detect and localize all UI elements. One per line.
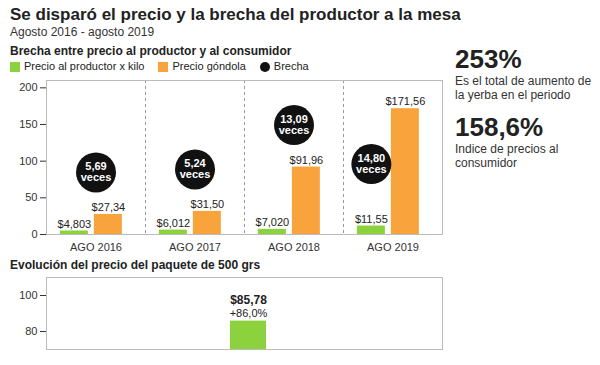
svg-text:$27,34: $27,34 [92,201,126,213]
html-text:Precio al productor x kilo: Precio al productor x kilo [24,60,145,72]
svg-text:5,69veces: 5,69veces [81,160,112,183]
svg-text:200: 200 [19,81,37,93]
svg-text:$11,55: $11,55 [355,213,388,225]
html-text:Indice de precios al consumido: Indice de precios al consumidor [455,142,559,170]
html-text:Evolución del precio del paque: Evolución del precio del paquete de 500 … [10,258,261,272]
svg-text:0: 0 [31,228,37,240]
svg-text:$6,012: $6,012 [157,217,191,229]
svg-text:AGO 2016: AGO 2016 [70,241,122,253]
html-text:253%: 253% [455,44,522,74]
svg-text:13,09veces: 13,09veces [279,113,310,136]
svg-text:$85,78: $85,78 [230,293,267,307]
svg-text:AGO 2017: AGO 2017 [169,241,221,253]
html-text:Es el total de aumento de la y: Es el total de aumento de la yerba en el… [455,74,592,102]
html-text:Brecha: Brecha [273,60,309,72]
html-text:Precio góndola: Precio góndola [172,60,246,72]
svg-text:150: 150 [19,118,37,130]
svg-text:$171,56: $171,56 [385,95,425,107]
html-text:Agosto 2016 - agosto 2019: Agosto 2016 - agosto 2019 [10,25,155,39]
svg-text:$4,803: $4,803 [58,217,92,229]
svg-text:AGO 2019: AGO 2019 [367,241,419,253]
svg-text:AGO 2018: AGO 2018 [268,241,320,253]
svg-text:$91,96: $91,96 [290,154,324,166]
svg-text:$31,50: $31,50 [191,198,225,210]
svg-text:+86,0%: +86,0% [230,307,268,319]
svg-text:100: 100 [19,289,37,301]
html-text:Se disparó el precio y la brec: Se disparó el precio y la brecha del pro… [10,5,461,24]
svg-text:100: 100 [19,155,37,167]
svg-text:$7,020: $7,020 [256,216,290,228]
svg-text:14,80veces: 14,80veces [356,152,387,175]
svg-text:5,24veces: 5,24veces [180,157,211,180]
html-text:Brecha entre precio al product: Brecha entre precio al productor y al co… [10,44,292,58]
svg-text:80: 80 [25,325,37,337]
svg-text:50: 50 [25,191,37,203]
html-text:158,6%: 158,6% [455,112,544,142]
